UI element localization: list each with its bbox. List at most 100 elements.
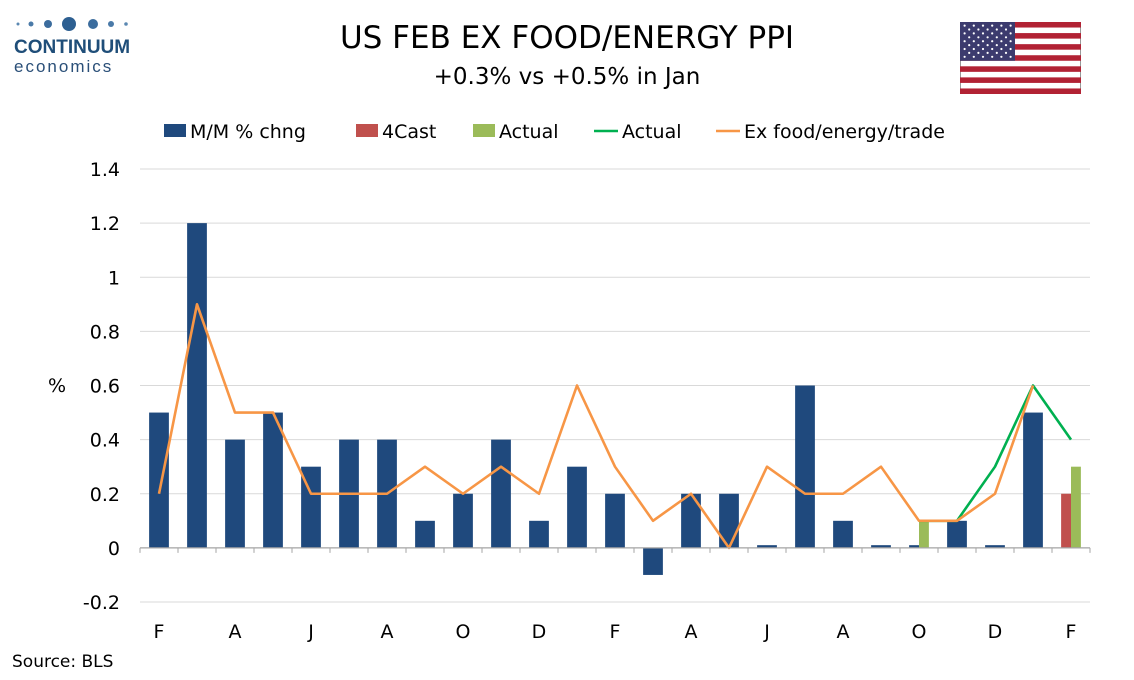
bar-m-m-chng bbox=[947, 520, 967, 548]
flag-star bbox=[968, 51, 971, 54]
legend-swatch bbox=[473, 124, 495, 137]
bar-m-m-chng bbox=[567, 466, 587, 548]
bar-m-m-chng bbox=[187, 223, 207, 548]
flag-star bbox=[1009, 55, 1012, 58]
chart-title: US FEB EX FOOD/ENERGY PPI bbox=[339, 20, 795, 56]
flag-star bbox=[977, 36, 980, 39]
flag-star bbox=[1009, 32, 1012, 35]
bar-m-m-chng bbox=[529, 520, 549, 548]
logo-wordmark: CONTINUUM bbox=[14, 37, 131, 58]
flag-star bbox=[963, 55, 966, 58]
continuum-economics-logo: CONTINUUM economics bbox=[14, 14, 134, 76]
flag-star bbox=[986, 28, 989, 31]
chart-subtitle: +0.3% vs +0.5% in Jan bbox=[433, 64, 701, 90]
x-tick-label: J bbox=[307, 621, 314, 643]
flag-star bbox=[981, 24, 985, 27]
y-tick-label: 0 bbox=[108, 538, 120, 560]
lines bbox=[157, 303, 1073, 550]
flag-star bbox=[972, 32, 975, 35]
flag-star bbox=[968, 44, 971, 47]
bar-m-m-chng bbox=[757, 545, 777, 548]
flag-star bbox=[991, 47, 994, 51]
bar-m-m-chng bbox=[871, 545, 891, 548]
legend-label: Ex food/energy/trade bbox=[744, 121, 945, 143]
flag-star bbox=[977, 51, 980, 54]
flag-star bbox=[1004, 28, 1008, 31]
legend-item: 4Cast bbox=[356, 121, 436, 143]
x-tick-label: O bbox=[456, 621, 471, 643]
bar-m-m-chng bbox=[909, 545, 919, 548]
y-tick-label: -0.2 bbox=[83, 592, 120, 614]
bar-m-m-chng bbox=[301, 466, 321, 548]
flag-star bbox=[972, 24, 975, 27]
flag-star bbox=[981, 40, 985, 43]
flag-star bbox=[991, 32, 994, 35]
legend-item: Actual bbox=[594, 121, 682, 143]
x-tick-label: A bbox=[685, 621, 698, 643]
flag-star bbox=[963, 40, 966, 43]
x-tick-label: D bbox=[532, 621, 547, 643]
flag-star bbox=[986, 36, 989, 39]
flag-star bbox=[981, 55, 985, 58]
flag-star bbox=[1009, 24, 1012, 27]
x-tick-label: D bbox=[988, 621, 1003, 643]
flag-star bbox=[991, 24, 994, 27]
logo-tagline: economics bbox=[14, 57, 114, 76]
x-tick-label: J bbox=[763, 621, 770, 643]
flag-star bbox=[977, 44, 980, 47]
bar-m-m-chng bbox=[681, 493, 701, 548]
legend-swatch bbox=[356, 124, 378, 137]
bar-m-m-chng bbox=[985, 545, 1005, 548]
flag-star bbox=[963, 32, 966, 35]
y-tick-label: 0.6 bbox=[90, 376, 120, 398]
source-note: Source: BLS bbox=[12, 652, 114, 672]
flag-star bbox=[981, 47, 985, 51]
y-tick-label: 1 bbox=[108, 267, 120, 289]
flag-star bbox=[991, 55, 994, 58]
flag-star bbox=[977, 28, 980, 31]
flag-star bbox=[968, 28, 971, 31]
legend-label: Actual bbox=[499, 121, 559, 143]
flag-star bbox=[1009, 40, 1012, 43]
line-actual bbox=[919, 384, 1073, 523]
y-axis-label: % bbox=[48, 375, 66, 397]
bar-m-m-chng bbox=[225, 439, 245, 548]
legend-item: Actual bbox=[473, 121, 559, 143]
flag-star bbox=[972, 40, 975, 43]
bar-m-m-chng bbox=[453, 493, 473, 548]
flag-star bbox=[1004, 51, 1008, 54]
flag-star bbox=[1004, 44, 1008, 47]
legend-swatch bbox=[164, 124, 186, 137]
y-tick-label: 1.4 bbox=[90, 159, 120, 181]
bars bbox=[149, 223, 1081, 575]
bar-4cast bbox=[1061, 493, 1071, 548]
bar-m-m-chng bbox=[263, 412, 283, 548]
flag-star bbox=[972, 47, 975, 51]
x-tick-label: F bbox=[1066, 621, 1077, 643]
y-tick-label: 1.2 bbox=[90, 213, 120, 235]
bar-m-m-chng bbox=[643, 547, 663, 575]
bar-m-m-chng bbox=[795, 385, 815, 548]
us-flag-icon bbox=[959, 21, 1082, 95]
axes: 1.4 1.2 1 0.8 0.6 0.4 0.2 0 -0.2 F A J A O D F A J A O D F bbox=[83, 159, 1091, 643]
flag-star bbox=[963, 47, 966, 51]
flag-star bbox=[986, 44, 989, 47]
bar-m-m-chng bbox=[415, 520, 435, 548]
line-ex-food-energy-trade bbox=[157, 303, 1035, 550]
flag-star bbox=[991, 40, 994, 43]
bar-m-m-chng bbox=[149, 412, 169, 548]
flag-star bbox=[995, 44, 998, 47]
flag-star bbox=[995, 51, 998, 54]
bar-m-m-chng bbox=[1023, 412, 1043, 548]
flag-star bbox=[1000, 40, 1003, 43]
legend-label: 4Cast bbox=[382, 121, 436, 143]
x-tick-label: O bbox=[912, 621, 927, 643]
flag-star bbox=[1000, 55, 1003, 58]
bar-m-m-chng bbox=[833, 520, 853, 548]
bar-actual bbox=[1071, 466, 1081, 548]
y-tick-label: 0.4 bbox=[90, 430, 120, 452]
legend: M/M % chng 4Cast Actual Actual Ex food/energ… bbox=[164, 121, 945, 143]
bar-actual bbox=[919, 520, 929, 548]
bar-m-m-chng bbox=[605, 493, 625, 548]
y-tick-label: 0.2 bbox=[90, 484, 120, 506]
